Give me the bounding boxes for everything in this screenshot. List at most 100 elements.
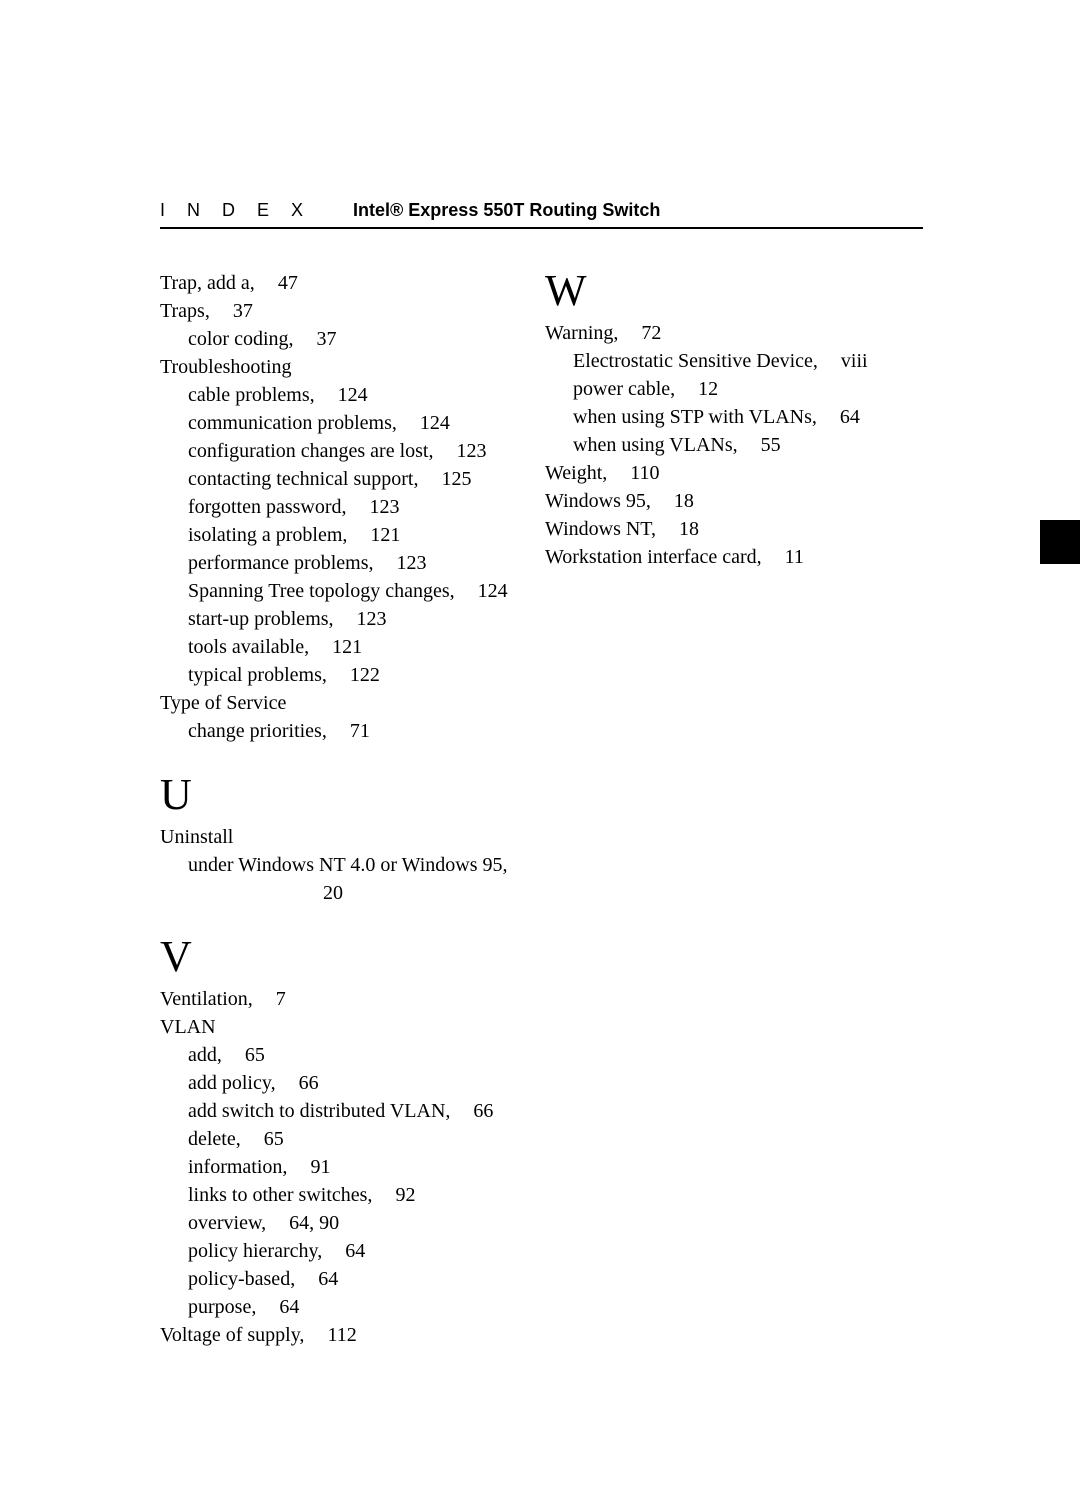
term: Voltage of supply, (160, 1324, 304, 1346)
subentry-esd: Electrostatic Sensitive Device, viii (573, 347, 900, 375)
term: add switch to distributed VLAN, (188, 1100, 450, 1122)
subentry-tech-support: contacting technical support, 125 (188, 465, 515, 493)
subentry-tools-available: tools available, 121 (188, 633, 515, 661)
entry-trap-add-a: Trap, add a, 47 (160, 269, 515, 297)
term: VLAN (160, 1016, 216, 1038)
subentry-change-priorities: change priorities, 71 (188, 717, 515, 745)
page-ref: 66 (473, 1100, 493, 1122)
subentry-vlan-purpose: purpose, 64 (188, 1293, 515, 1321)
page-ref: viii (841, 350, 868, 372)
subentry-color-coding: color coding, 37 (188, 325, 515, 353)
term: Warning, (545, 322, 618, 344)
entry-warning: Warning, 72 (545, 319, 900, 347)
term: tools available, (188, 636, 309, 658)
subentry-communication-problems: communication problems, 124 (188, 409, 515, 437)
subentry-under-windows-page: 20 (188, 879, 478, 907)
term: performance problems, (188, 552, 373, 574)
entry-vlan: VLAN (160, 1013, 515, 1041)
subentry-vlan-information: information, 91 (188, 1153, 515, 1181)
term: delete, (188, 1128, 241, 1150)
header-index-word: INDEX (160, 200, 325, 221)
term: policy-based, (188, 1268, 295, 1290)
subentry-isolating-problem: isolating a problem, 121 (188, 521, 515, 549)
term: Trap, add a, (160, 272, 255, 294)
term: Type of Service (160, 692, 286, 714)
term: change priorities, (188, 720, 327, 742)
subentry-using-vlans: when using VLANs, 55 (573, 431, 900, 459)
page-ref: 11 (785, 546, 804, 568)
page-ref: 65 (264, 1128, 284, 1150)
subentry-vlan-delete: delete, 65 (188, 1125, 515, 1153)
subentry-vlan-links: links to other switches, 92 (188, 1181, 515, 1209)
page-ref: 37 (233, 300, 253, 322)
page-ref: 18 (679, 518, 699, 540)
thumb-tab-icon (1040, 520, 1080, 564)
page-ref: 37 (317, 328, 337, 350)
term: information, (188, 1156, 287, 1178)
term: Weight, (545, 462, 607, 484)
page-ref: 110 (630, 462, 659, 484)
subentry-typical-problems: typical problems, 122 (188, 661, 515, 689)
section-letter-v: V (160, 935, 515, 979)
entry-type-of-service: Type of Service (160, 689, 515, 717)
term: Traps, (160, 300, 210, 322)
subentry-vlan-add-switch: add switch to distributed VLAN, 66 (188, 1097, 515, 1125)
term: contacting technical support, (188, 468, 418, 490)
term: when using STP with VLANs, (573, 406, 817, 428)
page-ref: 92 (395, 1184, 415, 1206)
term: Uninstall (160, 826, 233, 848)
page-ref: 121 (332, 636, 362, 658)
page-ref: 122 (350, 664, 380, 686)
right-column: W Warning, 72 Electrostatic Sensitive De… (545, 269, 900, 1349)
subentry-forgotten-password: forgotten password, 123 (188, 493, 515, 521)
page-ref: 18 (674, 490, 694, 512)
entry-windowsnt: Windows NT, 18 (545, 515, 900, 543)
page-ref: 112 (327, 1324, 356, 1346)
term: configuration changes are lost, (188, 440, 433, 462)
entry-ventilation: Ventilation, 7 (160, 985, 515, 1013)
term: color coding, (188, 328, 294, 350)
index-columns: Trap, add a, 47 Traps, 37 color coding, … (160, 269, 923, 1349)
page-ref: 20 (323, 882, 343, 904)
page-ref: 64 (279, 1296, 299, 1318)
term: when using VLANs, (573, 434, 738, 456)
term: forgotten password, (188, 496, 347, 518)
page-ref: 123 (396, 552, 426, 574)
term: communication problems, (188, 412, 397, 434)
subentry-performance-problems: performance problems, 123 (188, 549, 515, 577)
term: purpose, (188, 1296, 256, 1318)
subentry-vlan-add: add, 65 (188, 1041, 515, 1069)
page-ref: 66 (299, 1072, 319, 1094)
page-ref: 71 (350, 720, 370, 742)
subentry-config-lost: configuration changes are lost, 123 (188, 437, 515, 465)
term: start-up problems, (188, 608, 334, 630)
left-column: Trap, add a, 47 Traps, 37 color coding, … (160, 269, 515, 1349)
page-ref: 125 (441, 468, 471, 490)
page-ref: 72 (641, 322, 661, 344)
term: add, (188, 1044, 222, 1066)
section-letter-w: W (545, 269, 900, 313)
subentry-vlan-policy-based: policy-based, 64 (188, 1265, 515, 1293)
subentry-vlan-overview: overview, 64, 90 (188, 1209, 515, 1237)
entry-troubleshooting: Troubleshooting (160, 353, 515, 381)
term: under Windows NT 4.0 or Windows 95, (188, 854, 508, 876)
page-ref: 123 (370, 496, 400, 518)
subentry-vlan-add-policy: add policy, 66 (188, 1069, 515, 1097)
page-ref: 47 (278, 272, 298, 294)
page-ref: 64 (345, 1240, 365, 1262)
term: Troubleshooting (160, 356, 292, 378)
entry-traps: Traps, 37 (160, 297, 515, 325)
term: Spanning Tree topology changes, (188, 580, 455, 602)
subentry-under-windows: under Windows NT 4.0 or Windows 95, (188, 851, 515, 879)
term: Workstation interface card, (545, 546, 762, 568)
entry-weight: Weight, 110 (545, 459, 900, 487)
header-title: Intel® Express 550T Routing Switch (353, 200, 660, 221)
page-ref: 64 (840, 406, 860, 428)
page-ref: 55 (761, 434, 781, 456)
page-ref: 12 (698, 378, 718, 400)
entry-workstation-nic: Workstation interface card, 11 (545, 543, 900, 571)
page-ref: 123 (456, 440, 486, 462)
term: add policy, (188, 1072, 276, 1094)
term: policy hierarchy, (188, 1240, 322, 1262)
entry-windows95: Windows 95, 18 (545, 487, 900, 515)
